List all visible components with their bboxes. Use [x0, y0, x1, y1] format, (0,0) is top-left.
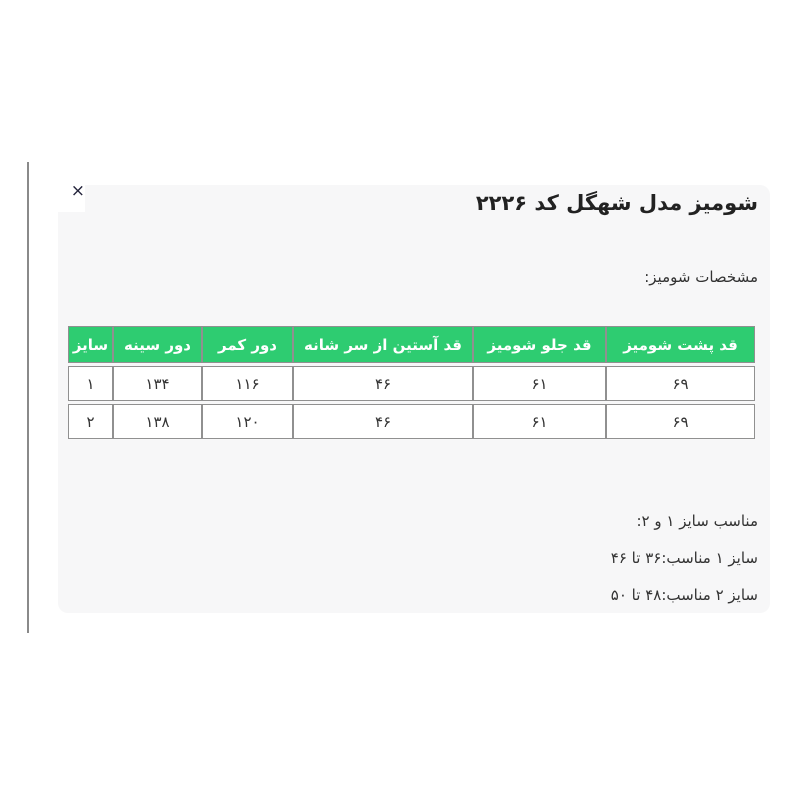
close-icon: × — [70, 180, 85, 201]
size-note-general: مناسب سایز ۱ و ۲: — [636, 512, 758, 530]
size-chart-table: قد پشت شومیز قد جلو شومیز قد آستین از سر… — [68, 323, 755, 442]
cell-waist: ۱۱۶ — [202, 366, 293, 401]
cell-sleeve-length: ۴۶ — [293, 366, 473, 401]
col-header-bust: دور سینه — [113, 326, 202, 363]
cell-back-length: ۶۹ — [606, 404, 755, 439]
col-header-size: سایز — [68, 326, 113, 363]
col-header-front-length: قد جلو شومیز — [473, 326, 606, 363]
cell-size: ۲ — [68, 404, 113, 439]
cell-sleeve-length: ۴۶ — [293, 404, 473, 439]
cell-bust: ۱۳۸ — [113, 404, 202, 439]
cell-size: ۱ — [68, 366, 113, 401]
cell-front-length: ۶۱ — [473, 404, 606, 439]
table-row: ۶۹ ۶۱ ۴۶ ۱۱۶ ۱۳۴ ۱ — [68, 366, 755, 401]
table-row: ۶۹ ۶۱ ۴۶ ۱۲۰ ۱۳۸ ۲ — [68, 404, 755, 439]
col-header-waist: دور کمر — [202, 326, 293, 363]
col-header-back-length: قد پشت شومیز — [606, 326, 755, 363]
vertical-divider — [27, 162, 29, 633]
cell-back-length: ۶۹ — [606, 366, 755, 401]
size-note-2: سایز ۲ مناسب:۴۸ تا ۵۰ — [610, 586, 758, 604]
cell-front-length: ۶۱ — [473, 366, 606, 401]
size-note-1: سایز ۱ مناسب:۳۶ تا ۴۶ — [610, 549, 758, 567]
close-button[interactable]: × — [58, 170, 85, 212]
cell-waist: ۱۲۰ — [202, 404, 293, 439]
product-title: شومیز مدل شهگل کد ۲۲۲۶ — [475, 191, 758, 215]
size-notes: مناسب سایز ۱ و ۲: سایز ۱ مناسب:۳۶ تا ۴۶ … — [70, 503, 758, 614]
cell-bust: ۱۳۴ — [113, 366, 202, 401]
size-chart-modal: شومیز مدل شهگل کد ۲۲۲۶ مشخصات شومیز: قد … — [58, 185, 770, 613]
col-header-sleeve-length: قد آستین از سر شانه — [293, 326, 473, 363]
table-header-row: قد پشت شومیز قد جلو شومیز قد آستین از سر… — [68, 326, 755, 363]
size-chart-subtitle: مشخصات شومیز: — [644, 268, 758, 286]
